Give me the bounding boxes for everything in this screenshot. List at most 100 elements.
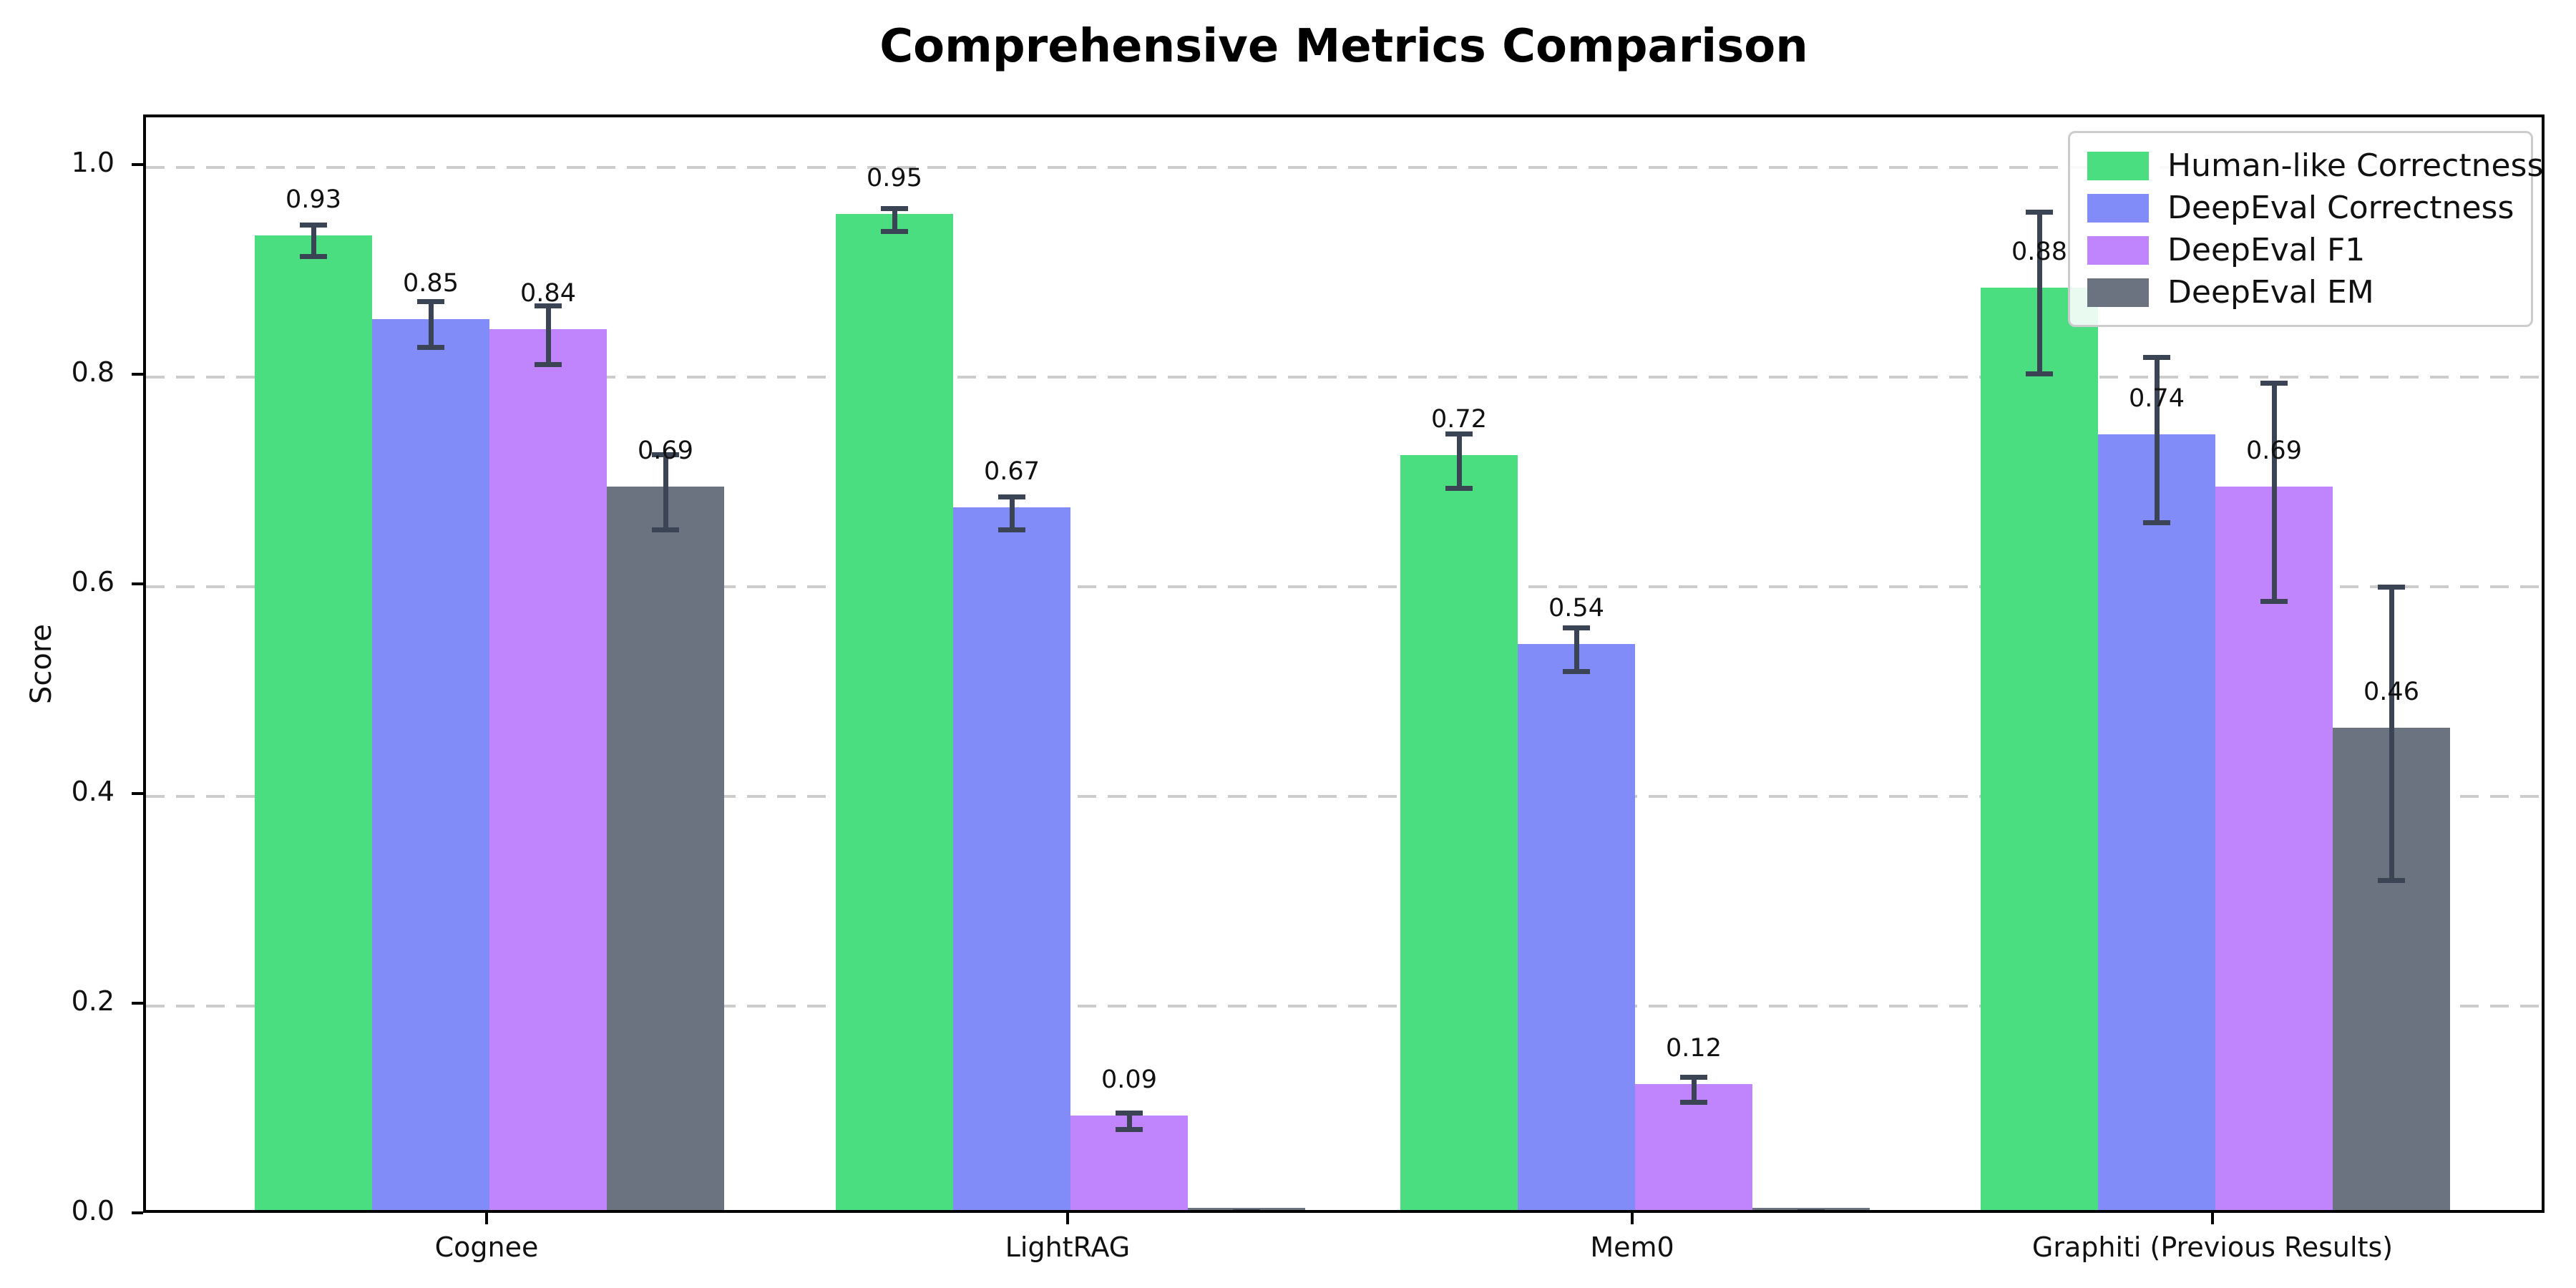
error-bar-cap: [998, 527, 1025, 533]
bar-value-label: 0.09: [1101, 1065, 1157, 1095]
bar-value-label: 0.85: [403, 268, 459, 298]
error-bar: [2271, 383, 2277, 602]
bar: [2098, 434, 2215, 1210]
bar: [1518, 643, 1635, 1210]
y-tick-mark: [132, 1211, 143, 1214]
y-tick-label: 0.0: [71, 1195, 114, 1226]
error-bar: [311, 225, 316, 257]
y-tick-mark: [132, 1002, 143, 1005]
bar-value-label: 0.72: [1431, 405, 1487, 434]
error-bar: [1574, 628, 1579, 672]
y-tick-label: 0.6: [71, 566, 114, 597]
y-tick-mark: [132, 163, 143, 166]
error-bar-cap: [1797, 1209, 1825, 1210]
error-bar-cap: [535, 303, 562, 308]
x-tick-mark: [2211, 1213, 2214, 1224]
legend-swatch: [2087, 151, 2149, 180]
error-bar: [428, 301, 434, 348]
legend-swatch: [2087, 235, 2149, 265]
error-bar: [545, 306, 551, 365]
error-bar-cap: [1680, 1100, 1707, 1106]
bar-value-label: 0.46: [2363, 678, 2419, 707]
error-bar-cap: [535, 361, 562, 367]
error-bar: [1456, 434, 1462, 489]
error-bar: [1009, 497, 1015, 530]
error-bar-cap: [2378, 877, 2405, 883]
bar-value-label: 0.69: [638, 436, 693, 466]
gridline: [146, 1005, 2542, 1008]
bar-value-label: 0.12: [1666, 1034, 1722, 1063]
error-bar-cap: [417, 299, 444, 305]
bar-value-label: 0.88: [2011, 237, 2067, 266]
y-tick-label: 0.8: [71, 356, 114, 388]
error-bar: [2154, 357, 2160, 523]
bar: [2215, 487, 2333, 1210]
y-axis-label: Score: [25, 623, 58, 705]
bar-value-label: 0.84: [520, 279, 576, 308]
gridline: [146, 795, 2542, 798]
error-bar: [2389, 587, 2394, 881]
y-tick-label: 1.0: [71, 147, 114, 178]
y-tick-mark: [132, 373, 143, 376]
legend-item: DeepEval EM: [2087, 271, 2514, 313]
error-bar-cap: [1563, 625, 1590, 630]
x-tick-mark: [1066, 1213, 1069, 1224]
y-tick-mark: [132, 582, 143, 585]
bar-value-label: 0.74: [2129, 384, 2185, 413]
legend-label: Human-like Correctness: [2167, 147, 2544, 184]
error-bar-cap: [2026, 371, 2053, 377]
gridline: [146, 376, 2542, 379]
bar: [489, 329, 607, 1210]
error-bar-cap: [881, 205, 908, 211]
error-bar-cap: [1445, 485, 1473, 491]
bar-value-label: 0.54: [1548, 593, 1604, 623]
error-bar-cap: [652, 452, 679, 457]
x-tick-label: Cognee: [434, 1231, 539, 1263]
x-tick-mark: [1631, 1213, 1634, 1224]
error-bar-cap: [1563, 669, 1590, 675]
legend-label: DeepEval EM: [2167, 274, 2374, 311]
error-bar-cap: [300, 254, 327, 260]
bar: [1635, 1084, 1752, 1210]
error-bar-cap: [1233, 1209, 1260, 1210]
bar: [607, 487, 724, 1210]
x-tick-label: Mem0: [1590, 1231, 1674, 1263]
y-tick-label: 0.4: [71, 776, 114, 807]
error-bar-cap: [2026, 210, 2053, 215]
bar: [1981, 287, 2098, 1210]
gridline: [146, 166, 2542, 169]
y-tick-mark: [132, 792, 143, 795]
error-bar: [1244, 1211, 1249, 1213]
legend-item: Human-like Correctness: [2087, 145, 2543, 187]
legend: Human-like Correctness DeepEval Correctne…: [2068, 131, 2543, 327]
bar: [836, 214, 953, 1210]
bar: [1400, 455, 1518, 1210]
gridline: [146, 585, 2542, 588]
bar-value-label: 0.93: [286, 185, 341, 214]
legend-swatch: [2087, 193, 2149, 223]
y-tick-label: 0.2: [71, 985, 114, 1017]
error-bar-cap: [1445, 431, 1473, 436]
error-bar: [892, 208, 897, 232]
error-bar-cap: [417, 345, 444, 351]
error-bar-cap: [2143, 520, 2170, 526]
error-bar-cap: [881, 228, 908, 234]
bar: [372, 318, 489, 1210]
error-bar-cap: [2260, 381, 2288, 386]
x-tick-label: Graphiti (Previous Results): [2031, 1231, 2394, 1263]
error-bar: [2036, 212, 2042, 374]
bar-value-label: 0.67: [984, 457, 1040, 487]
bar: [1752, 1208, 1870, 1210]
bar-value-label: 0.95: [867, 164, 922, 193]
error-bar: [1809, 1211, 1814, 1213]
error-bar-cap: [652, 527, 679, 533]
chart-title: Comprehensive Metrics Comparison: [879, 20, 1808, 73]
legend-item: DeepEval Correctness: [2087, 187, 2514, 229]
error-bar: [1691, 1077, 1697, 1103]
error-bar-cap: [2378, 584, 2405, 590]
error-bar-cap: [2143, 354, 2170, 360]
error-bar: [663, 454, 668, 530]
bar: [1188, 1208, 1305, 1210]
error-bar-cap: [1116, 1127, 1143, 1133]
